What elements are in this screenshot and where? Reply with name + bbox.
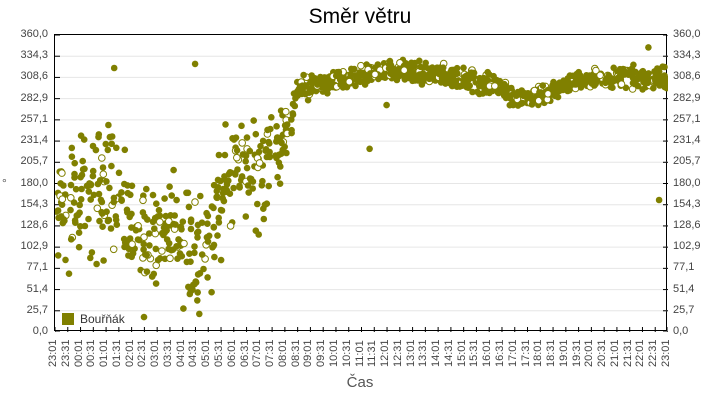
y-tick-label-left: 282,9 [20, 91, 48, 104]
x-tick-label: 08:31 [289, 339, 302, 367]
x-tick-label: 19:01 [557, 339, 570, 367]
x-tick-label: 11:31 [366, 340, 379, 367]
x-tick-label: 14:01 [430, 339, 443, 367]
x-tick-label: 02:31 [136, 339, 149, 367]
x-tick-label: 18:01 [532, 339, 545, 367]
y-axis-title: ° [2, 176, 7, 190]
y-tick-label-left: 231,4 [20, 134, 48, 147]
x-tick-label: 12:31 [391, 339, 404, 367]
y-tick-label-right: 25,7 [673, 303, 695, 316]
x-tick-label: 08:01 [276, 339, 289, 367]
x-tick-label: 07:31 [264, 339, 277, 367]
x-tick-label: 00:01 [72, 339, 85, 367]
y-tick-label-left: 102,9 [20, 240, 48, 253]
x-tick-label: 20:31 [596, 339, 609, 367]
x-tick-label: 10:31 [340, 339, 353, 367]
x-tick-label: 16:31 [493, 339, 506, 367]
plot-area [54, 34, 668, 332]
y-tick-label-right: 282,9 [673, 91, 701, 104]
x-tick-label: 22:31 [647, 339, 660, 367]
x-tick-label: 03:01 [149, 339, 162, 367]
x-tick-label: 15:01 [455, 339, 468, 367]
x-tick-label: 03:31 [161, 339, 174, 367]
y-tick-label-left: 257,1 [20, 112, 48, 125]
x-tick-label: 09:31 [315, 339, 328, 367]
y-tick-label-right: 77,1 [673, 261, 695, 274]
x-tick-label: 21:31 [621, 339, 634, 367]
y-tick-label-right: 180,0 [673, 176, 701, 189]
y-tick-label-left: 205,7 [20, 155, 48, 168]
scatter-plot [55, 35, 668, 332]
x-tick-label: 23:01 [660, 339, 672, 367]
y-tick-label-left: 180,0 [20, 176, 48, 189]
x-tick-label: 09:01 [302, 339, 315, 367]
x-tick-label: 23:01 [47, 339, 59, 367]
x-tick-label: 05:01 [200, 339, 213, 367]
x-tick-label: 14:31 [442, 339, 455, 367]
y-tick-label-right: 51,4 [673, 282, 695, 295]
y-tick-label-left: 308,6 [20, 70, 48, 83]
y-tick-label-left: 0,0 [32, 325, 48, 337]
y-tick-label-right: 257,1 [673, 112, 701, 125]
y-tick-label-right: 360,0 [673, 28, 701, 40]
y-tick-label-left: 25,7 [26, 303, 48, 316]
x-tick-label: 21:01 [608, 339, 621, 367]
x-tick-label: 17:31 [519, 339, 532, 367]
x-tick-label: 18:31 [545, 339, 558, 367]
y-tick-label-left: 334,3 [20, 49, 48, 62]
y-tick-label-right: 102,9 [673, 240, 701, 253]
y-tick-label-left: 51,4 [26, 282, 48, 295]
y-tick-label-right: 205,7 [673, 155, 701, 168]
x-tick-label: 11:01 [353, 340, 366, 367]
y-tick-label-right: 334,3 [673, 49, 701, 62]
x-tick-label: 16:01 [481, 339, 494, 367]
x-tick-label: 20:01 [583, 339, 596, 367]
series-bourak-points [55, 44, 668, 321]
x-tick-label: 06:01 [225, 339, 238, 367]
y-tick-label-left: 154,3 [20, 197, 48, 210]
y-tick-label-right: 128,6 [673, 218, 701, 231]
legend-swatch [62, 313, 74, 325]
x-tick-label: 06:31 [238, 339, 251, 367]
x-tick-label: 01:31 [110, 339, 123, 367]
legend: Bouřňák [62, 312, 125, 326]
x-tick-label: 02:01 [123, 339, 136, 367]
x-tick-label: 01:01 [98, 339, 111, 367]
x-tick-label: 04:31 [187, 339, 200, 367]
y-tick-label-right: 154,3 [673, 197, 701, 210]
y-tick-label-left: 77,1 [26, 261, 48, 274]
x-tick-label: 23:31 [59, 339, 72, 367]
y-tick-label-right: 308,6 [673, 70, 701, 83]
y-tick-label-left: 360,0 [20, 28, 48, 40]
x-tick-label: 22:01 [634, 339, 647, 367]
x-tick-label: 07:01 [251, 339, 264, 367]
legend-label: Bouřňák [80, 312, 125, 326]
x-tick-label: 19:31 [570, 339, 583, 367]
y-tick-label-right: 0,0 [673, 325, 689, 337]
x-tick-label: 13:31 [417, 339, 430, 367]
x-tick-label: 05:31 [213, 339, 226, 367]
x-tick-label: 04:01 [174, 339, 187, 367]
x-tick-label: 13:01 [404, 339, 417, 367]
x-tick-label: 17:01 [506, 339, 519, 367]
x-axis-title: Čas [346, 374, 374, 391]
y-tick-label-right: 231,4 [673, 134, 701, 147]
chart-title: Směr větru [308, 5, 412, 28]
x-tick-label: 12:01 [379, 339, 392, 367]
x-tick-label: 15:31 [468, 339, 481, 367]
y-tick-label-left: 128,6 [20, 218, 48, 231]
x-tick-label: 10:01 [327, 339, 340, 367]
x-tick-label: 00:31 [85, 339, 98, 367]
